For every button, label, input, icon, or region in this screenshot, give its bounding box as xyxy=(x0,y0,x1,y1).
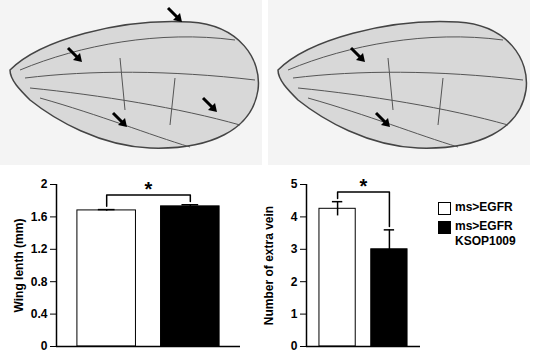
svg-text:1.2: 1.2 xyxy=(31,242,48,256)
svg-text:0: 0 xyxy=(41,339,48,353)
html-text:ms>EGFR KSOP1009: ms>EGFR KSOP1009 xyxy=(455,219,516,248)
svg-text:*: * xyxy=(145,178,153,200)
html-text:ms>EGFR: ms>EGFR xyxy=(455,200,513,214)
svg-text:1: 1 xyxy=(291,307,298,321)
svg-text:2: 2 xyxy=(291,275,298,289)
svg-text:*: * xyxy=(360,175,368,197)
svg-text:5: 5 xyxy=(291,177,298,191)
svg-text:0.8: 0.8 xyxy=(31,275,48,289)
svg-text:2: 2 xyxy=(41,177,48,191)
svg-text:Number of extra vein: Number of extra vein xyxy=(262,206,276,325)
svg-text:0: 0 xyxy=(291,339,298,353)
svg-text:3: 3 xyxy=(291,242,298,256)
svg-text:1.6: 1.6 xyxy=(31,210,48,224)
svg-text:Wing lenth (mm): Wing lenth (mm) xyxy=(12,219,26,313)
svg-text:0.4: 0.4 xyxy=(31,307,48,321)
svg-text:4: 4 xyxy=(291,210,298,224)
